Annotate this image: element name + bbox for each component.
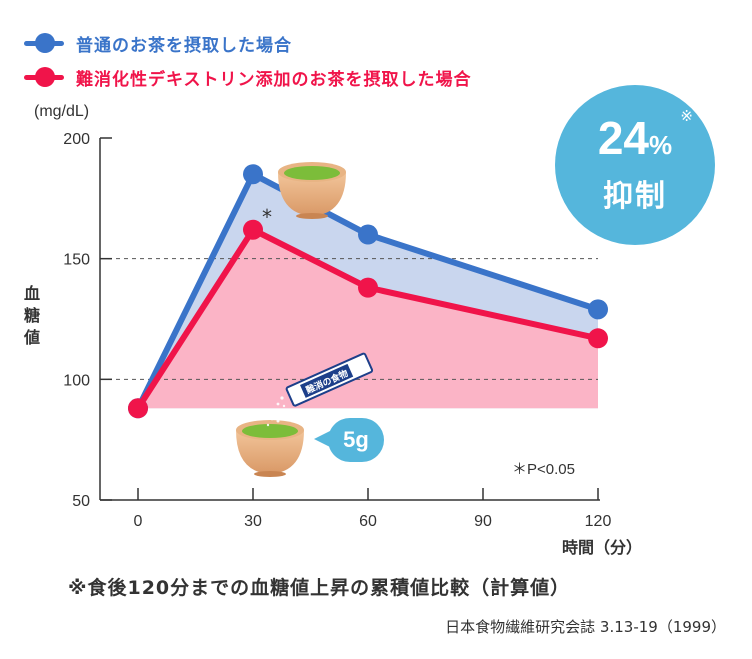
badge-value: 24 — [597, 112, 650, 164]
x-tick-label-30: 30 — [244, 513, 262, 530]
data-point-normal-30 — [243, 164, 263, 185]
amount-bubble-tail — [314, 430, 332, 448]
y-tick-label-150: 150 — [63, 252, 90, 269]
legend-item-normal: 普通のお茶を摂取した場合 — [22, 26, 472, 60]
data-point-normal-120 — [588, 299, 608, 320]
legend-key-dextrin — [22, 67, 66, 87]
amount-bubble: 5g — [328, 418, 384, 462]
badge-percent: % — [649, 130, 673, 160]
y-axis-label: 血糖値 — [23, 284, 40, 347]
badge-label: 抑制 — [603, 179, 667, 214]
y-tick-label-200: 200 — [63, 131, 90, 148]
powder-stream — [266, 396, 286, 427]
data-point-dextrin-0 — [128, 398, 148, 419]
reduction-badge: 24% ※ 抑制 — [555, 85, 715, 245]
legend-label-dextrin: 難消化性デキストリン添加のお茶を摂取した場合 — [76, 69, 472, 90]
data-point-dextrin-30 — [243, 219, 263, 240]
legend-label-normal: 普通のお茶を摂取した場合 — [76, 35, 292, 56]
data-point-normal-60 — [358, 224, 378, 245]
x-tick-label-120: 120 — [585, 513, 612, 530]
x-tick-label-90: 90 — [474, 513, 492, 530]
p-value-note: ＊P<0.05 — [512, 461, 575, 478]
x-axis-label: 時間（分） — [562, 538, 643, 557]
series-line-dextrin — [135, 226, 599, 410]
data-point-dextrin-120 — [588, 328, 608, 349]
footnote: ※食後120分までの血糖値上昇の累積値比較（計算値） — [68, 577, 571, 599]
legend: 普通のお茶を摂取した場合 難消化性デキストリン添加のお茶を摂取した場合 — [22, 26, 472, 94]
tea-cup-icon — [278, 162, 346, 219]
x-tick-label-60: 60 — [359, 513, 377, 530]
area-fill-dextrin — [138, 229, 598, 409]
badge-footnote-mark: ※ — [680, 107, 693, 125]
data-point-dextrin-60 — [358, 277, 378, 298]
significance-star: * — [262, 205, 272, 229]
x-tick-label-0: 0 — [134, 513, 143, 530]
legend-key-normal — [22, 33, 66, 53]
tea-cup-icon — [236, 420, 304, 477]
y-tick-label-50: 50 — [72, 493, 90, 510]
legend-item-dextrin: 難消化性デキストリン添加のお茶を摂取した場合 — [22, 60, 472, 94]
source-citation: 日本食物繊維研究会誌 3.13-19（1999） — [445, 618, 726, 636]
y-axis-unit: (mg/dL) — [34, 103, 90, 120]
y-tick-label-100: 100 — [63, 372, 90, 389]
